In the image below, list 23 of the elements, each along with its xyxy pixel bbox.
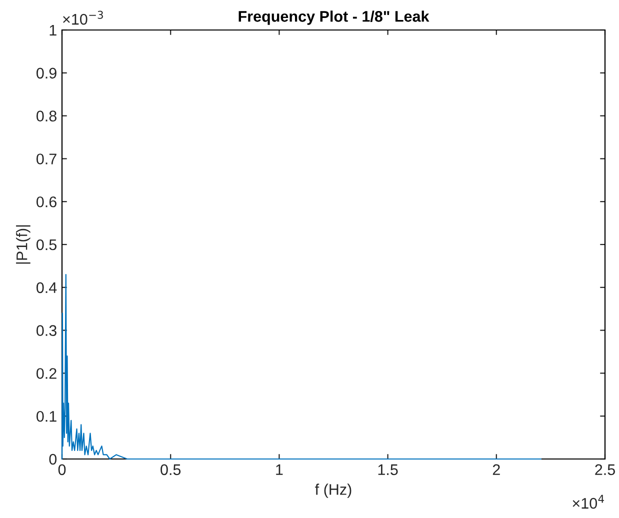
text: ×10$^{−3}$ <box>63 10 103 25</box>
y-tick-label: 0.2 <box>36 368 56 379</box>
y-tick-label: 0.8 <box>36 110 56 122</box>
line-series <box>61 274 542 460</box>
x-tick-label: 1 <box>276 464 283 475</box>
y-tick-label: 0.5 <box>36 239 56 250</box>
x-tick-label: 2.5 <box>595 464 615 476</box>
x-tick-label: 1.5 <box>378 464 398 476</box>
x-tick-label: 2 <box>492 464 500 475</box>
y-tick-label: 0 <box>49 454 57 465</box>
y-tick-label: 0.7 <box>36 154 56 164</box>
y-tick-label: 0.4 <box>36 282 57 294</box>
y-tick-label: 0.3 <box>36 325 56 336</box>
y-tick-label: 0.6 <box>36 196 56 208</box>
x-tick-label: 0 <box>58 464 66 476</box>
text: ×10$^{4}$ <box>572 494 604 509</box>
y-tick-label: 1 <box>50 25 56 36</box>
y-axis-title: |P1(f)| <box>16 225 30 264</box>
chart-title: Frequency Plot - 1/8" Leak <box>238 10 430 25</box>
y-tick-label: 0.9 <box>36 68 56 79</box>
x-tick-label: 0.5 <box>160 464 181 476</box>
x-axis-title: f (Hz) <box>315 484 352 498</box>
y-tick-label: 0.1 <box>36 410 56 422</box>
